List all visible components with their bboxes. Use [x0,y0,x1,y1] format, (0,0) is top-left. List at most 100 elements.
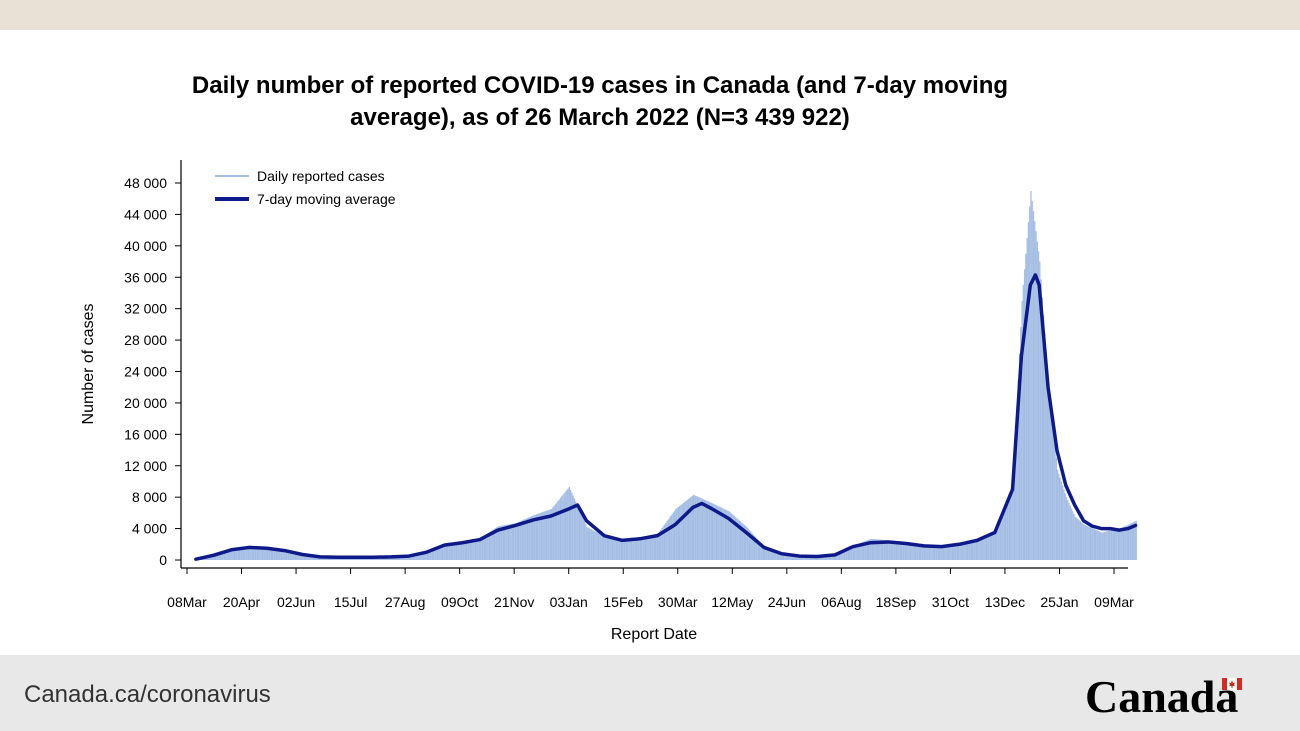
x-tick-label: 21Nov [494,594,534,610]
daily-case-bar [1007,498,1009,560]
daily-case-bar [727,510,729,560]
daily-case-bar [833,554,836,560]
daily-case-bar [464,541,467,560]
daily-case-bar [780,553,782,560]
daily-case-bar [738,520,740,560]
daily-case-bar [250,546,252,560]
daily-case-bar [421,553,423,560]
daily-case-bar [812,556,814,560]
daily-case-bar [473,539,475,560]
daily-case-bar [444,544,446,560]
daily-case-bar [497,526,499,560]
daily-case-bar [1126,525,1128,560]
daily-case-bar [519,521,521,560]
daily-case-bar [623,540,625,560]
daily-case-bar [235,547,237,560]
daily-case-bar [562,494,564,560]
daily-case-bar [1135,520,1137,560]
daily-case-bar [595,531,597,560]
daily-case-bar [954,544,956,560]
daily-case-bar [758,541,761,560]
daily-case-bar [526,518,529,560]
daily-case-bar [800,556,803,560]
footer-url[interactable]: Canada.ca/coronavirus [24,681,271,708]
daily-case-bar [1027,222,1030,560]
daily-case-bar [893,540,895,560]
daily-case-bar [771,550,773,560]
daily-case-bar [629,539,631,560]
daily-case-bar [937,545,940,560]
daily-case-bar [966,542,969,560]
daily-case-bar [491,530,493,560]
daily-case-bar [670,515,672,560]
daily-case-bar [446,543,449,560]
daily-case-bar [582,518,584,560]
daily-case-bar [672,512,674,560]
daily-case-bar [835,554,837,560]
daily-case-bar [507,524,510,560]
daily-case-bar [537,513,539,560]
daily-case-bar [297,553,299,560]
daily-case-bar [433,549,435,560]
daily-case-bar [569,489,572,560]
daily-case-bar [916,543,918,560]
daily-case-bar [823,555,825,560]
daily-case-bar [790,555,792,560]
daily-case-bar [821,556,823,560]
daily-case-bar [471,539,473,560]
daily-case-bar [544,511,546,560]
daily-case-bar [1092,528,1094,560]
canada-wordmark: Canada [1085,671,1239,722]
daily-case-bar [644,536,647,560]
daily-case-bar [785,554,787,560]
daily-case-bar [975,540,978,560]
daily-case-bar [960,543,962,560]
daily-case-bar [266,547,269,560]
daily-case-bar [1026,237,1028,561]
daily-case-bar [940,545,942,560]
daily-case-bar [1039,261,1041,560]
daily-case-bar [1125,525,1127,560]
daily-case-bar [1011,488,1013,560]
daily-case-bar [613,538,615,560]
daily-case-bar [1063,489,1065,560]
daily-case-bar [1117,528,1120,560]
daily-case-bar [742,523,744,560]
daily-case-bar [495,527,497,560]
daily-case-bar [836,553,838,560]
daily-case-bar [1077,519,1079,560]
daily-case-bar [407,555,409,560]
daily-case-bar [662,526,664,560]
daily-case-bar [283,550,285,560]
daily-case-bar [463,541,465,560]
daily-case-bar [315,556,317,560]
daily-case-bar [757,540,759,560]
daily-case-bar [774,551,776,560]
daily-case-bar [815,556,818,560]
daily-case-bar [925,544,927,560]
daily-case-bar [514,523,516,560]
daily-case-bar [287,551,289,560]
daily-case-bar [553,505,555,560]
daily-case-bar [550,508,553,560]
daily-case-bar [997,523,999,560]
daily-case-bar [1096,530,1098,560]
daily-case-bar [1100,531,1102,560]
daily-case-bar [630,539,633,560]
daily-case-bar [964,542,966,560]
daily-case-bar [307,555,309,560]
daily-case-bar [615,538,617,560]
daily-case-bar [904,541,907,560]
daily-case-bar [573,498,576,560]
daily-case-bar [942,545,945,560]
chart-title: Daily number of reported COVID-19 cases … [191,72,1009,131]
daily-case-bar [1078,520,1080,560]
daily-case-bar [1017,379,1019,560]
daily-case-bar [591,529,593,560]
daily-case-bar [899,541,901,560]
daily-case-bar [597,533,600,560]
y-tick-label: 44 000 [124,206,167,222]
daily-case-bar [405,555,407,560]
daily-case-bar [880,539,882,560]
daily-case-bar [1054,446,1056,560]
